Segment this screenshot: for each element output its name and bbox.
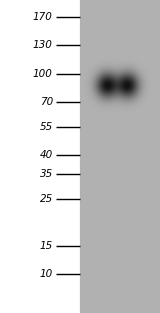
Text: 25: 25 bbox=[40, 194, 53, 204]
Bar bbox=[80, 0, 160, 313]
Text: 10: 10 bbox=[40, 269, 53, 279]
Text: 40: 40 bbox=[40, 150, 53, 160]
Text: 15: 15 bbox=[40, 241, 53, 251]
Bar bbox=[0, 0, 80, 313]
Text: 170: 170 bbox=[33, 12, 53, 22]
Text: 70: 70 bbox=[40, 97, 53, 107]
Text: 130: 130 bbox=[33, 40, 53, 50]
Text: 55: 55 bbox=[40, 122, 53, 132]
Text: 100: 100 bbox=[33, 69, 53, 79]
Text: 35: 35 bbox=[40, 169, 53, 179]
